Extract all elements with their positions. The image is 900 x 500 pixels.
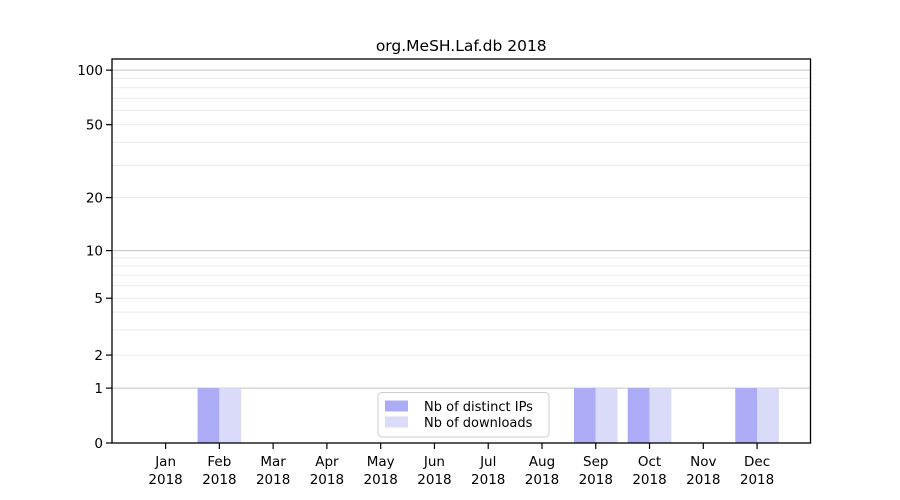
x-tick-label-year: 2018 xyxy=(364,472,398,488)
x-tick-label-month: Sep xyxy=(583,454,608,470)
y-tick-label: 1 xyxy=(94,381,103,397)
x-tick-label-month: Oct xyxy=(638,454,661,470)
bar-dec-downloads xyxy=(757,388,779,443)
bar-feb-downloads xyxy=(219,388,242,443)
y-tick-label: 20 xyxy=(86,190,103,206)
x-tick-label-month: Jun xyxy=(423,454,445,470)
legend-label-distinct-ips: Nb of distinct IPs xyxy=(424,400,533,415)
x-tick-label-month: Aug xyxy=(529,454,555,470)
x-tick-label-month: Jan xyxy=(154,454,176,470)
y-tick-label: 10 xyxy=(86,243,103,259)
x-tick-label-year: 2018 xyxy=(148,472,182,488)
x-tick-label-year: 2018 xyxy=(417,472,451,488)
bar-sep-downloads xyxy=(595,388,618,443)
x-tick-label-year: 2018 xyxy=(579,472,613,488)
legend-box xyxy=(377,392,550,438)
x-tick-label-year: 2018 xyxy=(202,472,236,488)
chart-title: org.MeSH.Laf.db 2018 xyxy=(376,37,547,55)
x-tick-label-year: 2018 xyxy=(310,472,344,488)
x-tick-label-month: Apr xyxy=(315,454,339,470)
x-tick-label-year: 2018 xyxy=(525,472,559,488)
y-tick-label: 50 xyxy=(86,117,103,133)
legend-swatch-downloads xyxy=(385,416,408,428)
y-tick-label: 100 xyxy=(77,63,103,79)
y-tick-label: 2 xyxy=(94,348,103,364)
bar-oct-downloads xyxy=(649,388,672,443)
x-tick-label-year: 2018 xyxy=(471,472,505,488)
legend-label-downloads: Nb of downloads xyxy=(424,416,533,431)
x-tick-label-month: May xyxy=(367,454,395,470)
x-tick-label-year: 2018 xyxy=(740,472,774,488)
x-tick-label-year: 2018 xyxy=(632,472,666,488)
y-tick-label: 5 xyxy=(94,291,103,307)
bar-sep-distinct-ips xyxy=(573,388,596,443)
bar-oct-distinct-ips xyxy=(627,388,650,443)
y-tick-label: 0 xyxy=(94,436,103,452)
x-tick-label-month: Jul xyxy=(479,454,496,470)
x-tick-label-year: 2018 xyxy=(686,472,720,488)
x-tick-label-month: Nov xyxy=(690,454,716,470)
bar-dec-distinct-ips xyxy=(735,388,758,443)
legend-swatch-distinct-ips xyxy=(385,400,408,412)
x-tick-label-month: Mar xyxy=(260,454,286,470)
x-tick-label-month: Dec xyxy=(744,454,770,470)
x-tick-label-month: Feb xyxy=(207,454,231,470)
x-tick-label-year: 2018 xyxy=(256,472,290,488)
bar-feb-distinct-ips xyxy=(197,388,220,443)
